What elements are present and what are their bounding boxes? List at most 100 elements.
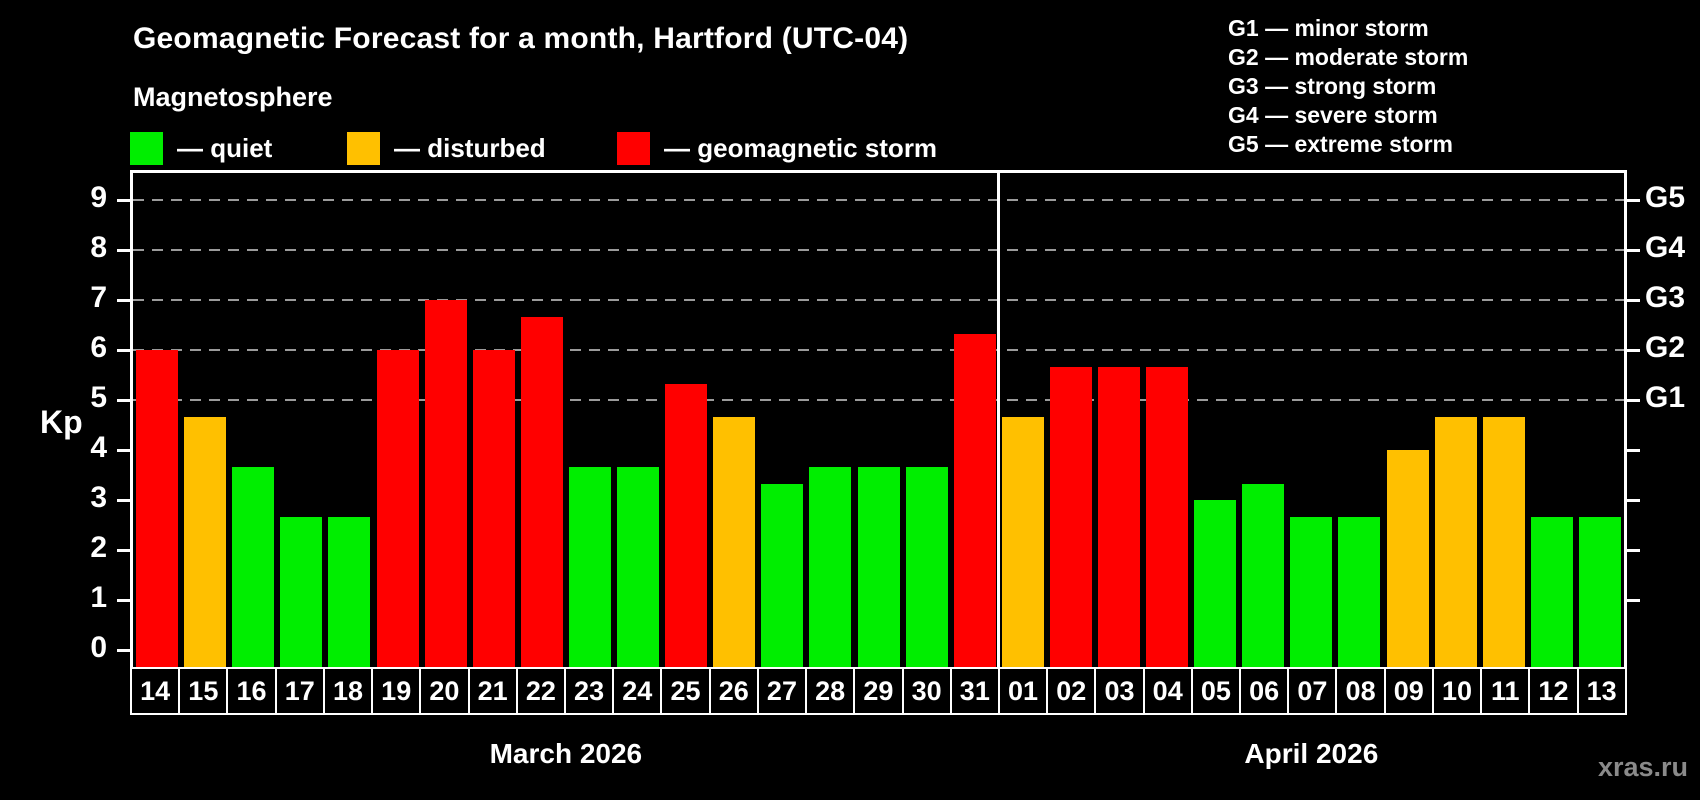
subtitle-magnetosphere: Magnetosphere (133, 82, 333, 112)
y-tick-7 (117, 299, 130, 302)
date-label-24: 24 (612, 667, 663, 715)
right-axis-label-g4: G4 (1645, 231, 1686, 264)
g-legend-line-2: G2 — moderate storm (1228, 44, 1469, 70)
kp-bar-march-29 (857, 466, 900, 667)
y-tick-5 (117, 399, 130, 402)
kp-bar-march-19 (376, 350, 419, 667)
y-tick-label-3: 3 (90, 481, 107, 514)
plot-area (130, 170, 1627, 670)
date-label-07: 07 (1287, 667, 1338, 715)
month-label-april: April 2026 (1244, 738, 1379, 769)
right-tick-8 (1627, 249, 1640, 252)
legend-item-quiet: — quiet (130, 132, 272, 165)
right-tick-6 (1627, 349, 1640, 352)
g-scale-legend: G1 — minor storm G2 — moderate storm G3 — … (1228, 14, 1468, 159)
date-label-06: 06 (1239, 667, 1290, 715)
date-label-21: 21 (467, 667, 518, 715)
kp-bar-march-14 (136, 350, 179, 667)
date-axis: 14 15 16 17 18 19 20 21 22 23 24 25 26 27 28 29 30 31 01 02… (130, 667, 1627, 715)
legend-label-disturbed: — disturbed (394, 133, 546, 163)
g-legend-line-1: G1 — minor storm (1228, 15, 1429, 41)
kp-bar-march-15 (184, 416, 227, 667)
right-tick-9 (1627, 199, 1640, 202)
date-label-14: 14 (130, 667, 181, 715)
y-tick-label-5: 5 (90, 381, 107, 414)
date-label-11: 11 (1480, 667, 1531, 715)
kp-bar-march-25 (665, 383, 708, 667)
kp-bar-april-04 (1146, 366, 1189, 667)
page-title: Geomagnetic Forecast for a month, Hartfo… (133, 22, 909, 55)
kp-bar-march-26 (713, 416, 756, 667)
kp-bar-march-16 (232, 466, 275, 667)
month-separator (997, 173, 1001, 667)
g-legend-line-5: G5 — extreme storm (1228, 131, 1453, 157)
right-tick-2 (1627, 549, 1640, 552)
right-axis-label-g5: G5 (1645, 181, 1686, 214)
month-label-march: March 2026 (489, 738, 643, 769)
kp-bar-march-28 (809, 466, 852, 667)
kp-bar-march-31 (953, 333, 996, 667)
kp-bar-april-10 (1434, 416, 1477, 667)
y-tick-3 (117, 499, 130, 502)
y-tick-label-8: 8 (90, 231, 107, 264)
kp-bar-april-08 (1338, 516, 1381, 667)
y-tick-1 (117, 599, 130, 602)
y-tick-label-7: 7 (90, 281, 107, 314)
right-tick-5 (1627, 399, 1640, 402)
date-label-13: 13 (1576, 667, 1627, 715)
kp-bar-april-05 (1194, 500, 1237, 667)
kp-bar-april-11 (1482, 416, 1525, 667)
disturbed-swatch-icon (347, 132, 380, 165)
right-tick-1 (1627, 599, 1640, 602)
gridline-kp7 (133, 299, 1624, 301)
kp-bar-april-13 (1578, 516, 1621, 667)
kp-bar-march-21 (472, 350, 515, 667)
date-label-10: 10 (1431, 667, 1483, 715)
y-axis-title: Kp (40, 404, 83, 440)
y-tick-label-6: 6 (90, 331, 107, 364)
date-label-30: 30 (901, 667, 952, 715)
date-label-09: 09 (1383, 667, 1434, 715)
watermark: xras.ru (1597, 752, 1688, 782)
y-tick-8 (117, 249, 130, 252)
date-label-18: 18 (322, 667, 374, 715)
kp-bar-march-24 (617, 466, 660, 667)
gridline-kp6 (133, 349, 1624, 351)
y-tick-label-2: 2 (90, 531, 107, 564)
date-label-22: 22 (515, 667, 566, 715)
date-label-27: 27 (756, 667, 808, 715)
kp-bar-march-23 (568, 466, 611, 667)
y-tick-label-9: 9 (90, 181, 107, 214)
y-tick-4 (117, 449, 130, 452)
y-tick-label-1: 1 (90, 581, 107, 614)
y-tick-6 (117, 349, 130, 352)
legend-item-storm: — geomagnetic storm (617, 132, 937, 165)
date-label-02: 02 (1046, 667, 1097, 715)
date-label-28: 28 (805, 667, 856, 715)
date-label-12: 12 (1528, 667, 1579, 715)
storm-swatch-icon (617, 132, 650, 165)
legend-item-disturbed: — disturbed (347, 132, 546, 165)
date-label-31: 31 (949, 667, 1000, 715)
kp-bar-march-20 (424, 300, 467, 667)
g-legend-line-3: G3 — strong storm (1228, 73, 1437, 99)
legend-label-storm: — geomagnetic storm (664, 133, 938, 163)
g-legend-line-4: G4 — severe storm (1228, 102, 1438, 128)
kp-bar-april-01 (1001, 416, 1044, 667)
right-axis-label-g3: G3 (1645, 281, 1686, 314)
kp-bar-march-22 (520, 316, 563, 667)
date-label-26: 26 (708, 667, 759, 715)
gridline-kp9 (133, 199, 1624, 201)
y-tick-label-4: 4 (90, 431, 107, 464)
kp-bar-march-27 (761, 483, 804, 667)
date-label-23: 23 (563, 667, 615, 715)
date-label-15: 15 (178, 667, 229, 715)
gridline-kp8 (133, 249, 1624, 251)
kp-bar-april-09 (1386, 450, 1429, 667)
y-tick-2 (117, 549, 130, 552)
kp-bar-april-07 (1290, 516, 1333, 667)
y-tick-9 (117, 199, 130, 202)
kp-bar-april-02 (1049, 366, 1092, 667)
right-tick-4 (1627, 449, 1640, 452)
